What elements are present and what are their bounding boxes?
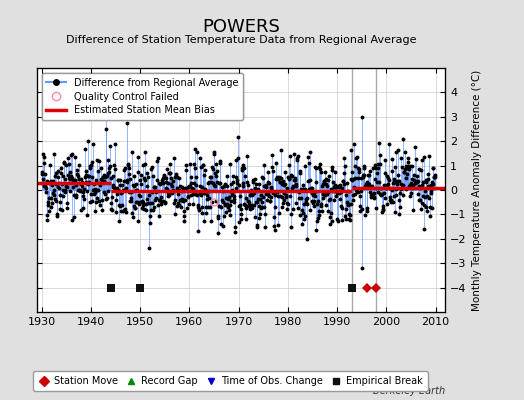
Legend: Difference from Regional Average, Quality Control Failed, Estimated Station Mean: Difference from Regional Average, Qualit… [41, 73, 243, 120]
Legend: Station Move, Record Gap, Time of Obs. Change, Empirical Break: Station Move, Record Gap, Time of Obs. C… [34, 372, 428, 391]
Text: Berkeley Earth: Berkeley Earth [373, 386, 445, 396]
Text: POWERS: POWERS [202, 18, 280, 36]
Y-axis label: Monthly Temperature Anomaly Difference (°C): Monthly Temperature Anomaly Difference (… [472, 69, 482, 311]
Title: Difference of Station Temperature Data from Regional Average: Difference of Station Temperature Data f… [66, 35, 416, 45]
